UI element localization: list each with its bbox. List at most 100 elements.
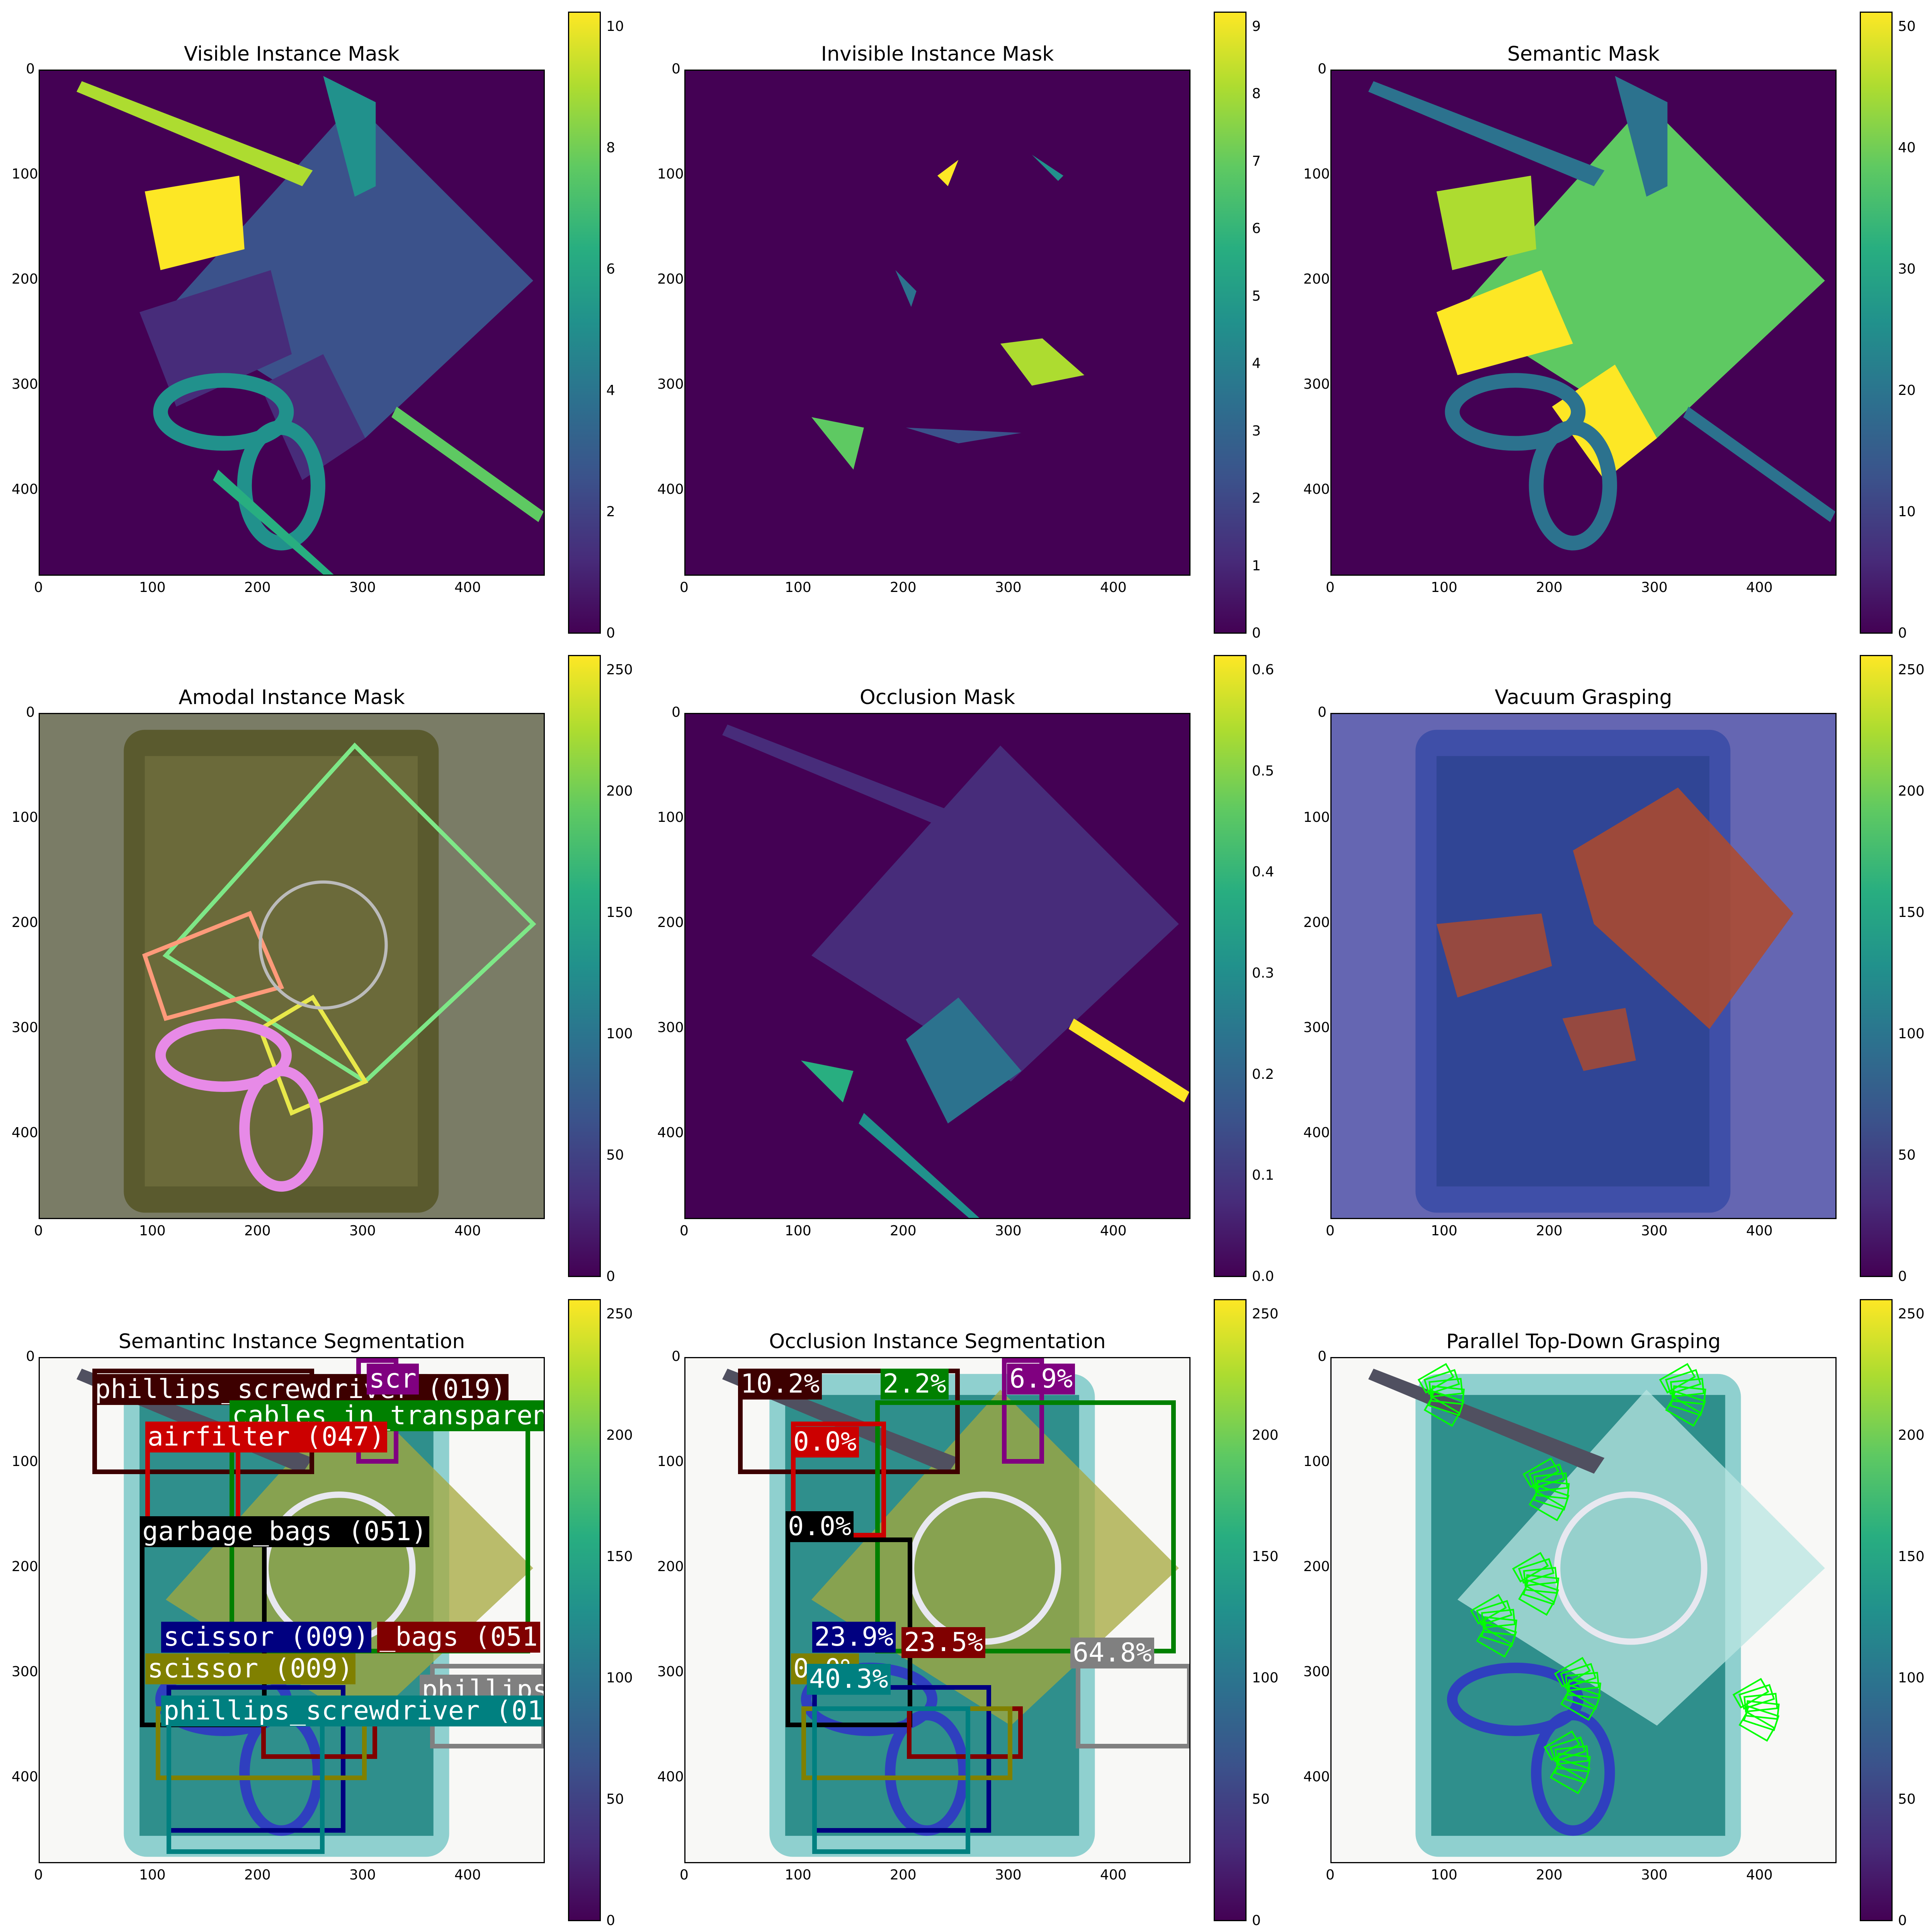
y-tick-label: 100 <box>1303 810 1330 825</box>
colorbar-tick-label: 100 <box>1252 1670 1279 1686</box>
occlusion-label: 0.0% <box>791 1427 859 1458</box>
x-tick-label: 400 <box>1100 1223 1127 1239</box>
segmentation-label: phillips_screwdriver (019) <box>92 1374 509 1405</box>
colorbar-tick-label: 40 <box>1898 140 1916 156</box>
x-tick-label: 100 <box>785 1867 811 1883</box>
colorbar-tick-label: 9 <box>1252 19 1261 34</box>
y-tick-label: 200 <box>12 271 38 287</box>
colorbar-tick-label: 250 <box>606 662 633 678</box>
plot-area-9 <box>1330 1357 1837 1863</box>
y-tick-label: 0 <box>672 704 680 720</box>
colorbar-6 <box>1860 655 1893 1277</box>
panel-title-8: Occlusion Instance Segmentation <box>769 1330 1106 1353</box>
x-tick-label: 200 <box>244 580 271 595</box>
x-tick-label: 0 <box>680 580 689 595</box>
colorbar-tick-label: 250 <box>606 1306 633 1322</box>
y-tick-label: 400 <box>657 1769 684 1785</box>
x-tick-label: 200 <box>1536 580 1563 595</box>
y-tick-label: 300 <box>1303 1664 1330 1680</box>
occlusion-label: 6.9% <box>1007 1363 1075 1395</box>
y-tick-label: 300 <box>657 376 684 392</box>
x-tick-label: 200 <box>890 580 917 595</box>
x-tick-label: 0 <box>680 1223 689 1239</box>
colorbar-tick-label: 100 <box>606 1670 633 1686</box>
panel-title-4: Amodal Instance Mask <box>179 686 405 709</box>
colorbar-tick-label: 150 <box>1898 905 1925 920</box>
segmentation-label: _bags (051 <box>377 1622 540 1653</box>
x-tick-label: 200 <box>1536 1223 1563 1239</box>
colorbar-tick-label: 100 <box>606 1026 633 1042</box>
segmentation-label: airfilter (047) <box>145 1421 387 1452</box>
y-tick-label: 300 <box>1303 1020 1330 1036</box>
colorbar-tick-label: 8 <box>606 140 615 156</box>
segmentation-label: phillips_screwdriver (01 <box>161 1696 544 1727</box>
x-tick-label: 300 <box>1641 1223 1668 1239</box>
colorbar-2 <box>1214 12 1247 634</box>
y-tick-label: 200 <box>657 271 684 287</box>
x-tick-label: 400 <box>1746 1223 1773 1239</box>
colorbar-tick-label: 8 <box>1252 86 1261 102</box>
x-tick-label: 100 <box>785 1223 811 1239</box>
colorbar-tick-label: 30 <box>1898 261 1916 277</box>
x-tick-label: 200 <box>1536 1867 1563 1883</box>
y-tick-label: 0 <box>26 1349 35 1364</box>
colorbar-tick-label: 4 <box>606 383 615 398</box>
bbox <box>812 1706 970 1854</box>
colorbar-tick-label: 0.4 <box>1252 864 1274 880</box>
colorbar-7 <box>568 1299 601 1921</box>
colorbar-4 <box>568 655 601 1277</box>
colorbar-tick-label: 200 <box>1898 783 1925 799</box>
colorbar-tick-label: 0.0 <box>1252 1269 1274 1284</box>
colorbar-tick-label: 250 <box>1252 1306 1279 1322</box>
bbox <box>1075 1664 1189 1748</box>
x-tick-label: 300 <box>1641 580 1668 595</box>
y-tick-label: 400 <box>12 1769 38 1785</box>
x-tick-label: 400 <box>1100 1867 1127 1883</box>
plot-area-7: phillips_screwdriver (019) scr cables_in_t… <box>39 1357 545 1863</box>
colorbar-tick-label: 200 <box>1898 1427 1925 1443</box>
segmentation-label: scr <box>367 1363 419 1395</box>
y-tick-label: 0 <box>672 1349 680 1364</box>
colorbar-tick-label: 7 <box>1252 153 1261 169</box>
mask-illustration <box>1368 76 1835 551</box>
y-tick-label: 0 <box>26 704 35 720</box>
colorbar-tick-label: 50 <box>1898 1147 1916 1163</box>
plot-area-1 <box>39 70 545 576</box>
mask-illustration <box>722 724 1189 1218</box>
y-tick-label: 300 <box>12 376 38 392</box>
y-tick-label: 200 <box>1303 271 1330 287</box>
colorbar-tick-label: 0.6 <box>1252 662 1274 678</box>
x-tick-label: 100 <box>1431 580 1458 595</box>
y-tick-label: 200 <box>657 915 684 930</box>
mask-illustration <box>77 76 544 575</box>
bbox <box>166 1706 325 1854</box>
y-tick-label: 100 <box>657 1454 684 1469</box>
x-tick-label: 100 <box>139 580 166 595</box>
y-tick-label: 100 <box>657 810 684 825</box>
panel-title-2: Invisible Instance Mask <box>821 43 1054 66</box>
x-tick-label: 0 <box>1326 580 1335 595</box>
x-tick-label: 300 <box>349 1867 376 1883</box>
colorbar-tick-label: 150 <box>606 905 633 920</box>
colorbar-tick-label: 3 <box>1252 423 1261 439</box>
colorbar-8 <box>1214 1299 1247 1921</box>
y-tick-label: 100 <box>12 1454 38 1469</box>
x-tick-label: 0 <box>1326 1867 1335 1883</box>
colorbar-tick-label: 6 <box>1252 221 1261 237</box>
occlusion-label: 23.9% <box>812 1622 896 1653</box>
colorbar-tick-label: 0.2 <box>1252 1066 1274 1082</box>
panel-title-7: Semantinc Instance Segmentation <box>118 1330 465 1353</box>
y-tick-label: 400 <box>12 1125 38 1141</box>
colorbar-tick-label: 50 <box>1898 1791 1916 1807</box>
colorbar-tick-label: 0 <box>1252 1913 1261 1929</box>
occlusion-label: 0.0% <box>786 1511 854 1542</box>
y-tick-label: 200 <box>12 915 38 930</box>
colorbar-tick-label: 0 <box>1898 1913 1907 1929</box>
x-tick-label: 100 <box>1431 1223 1458 1239</box>
colorbar-tick-label: 2 <box>606 504 615 520</box>
colorbar-3 <box>1860 12 1893 634</box>
colorbar-tick-label: 6 <box>606 261 615 277</box>
mask-illustration <box>1415 730 1794 1213</box>
x-tick-label: 400 <box>454 1867 481 1883</box>
colorbar-tick-label: 0 <box>1898 1269 1907 1284</box>
